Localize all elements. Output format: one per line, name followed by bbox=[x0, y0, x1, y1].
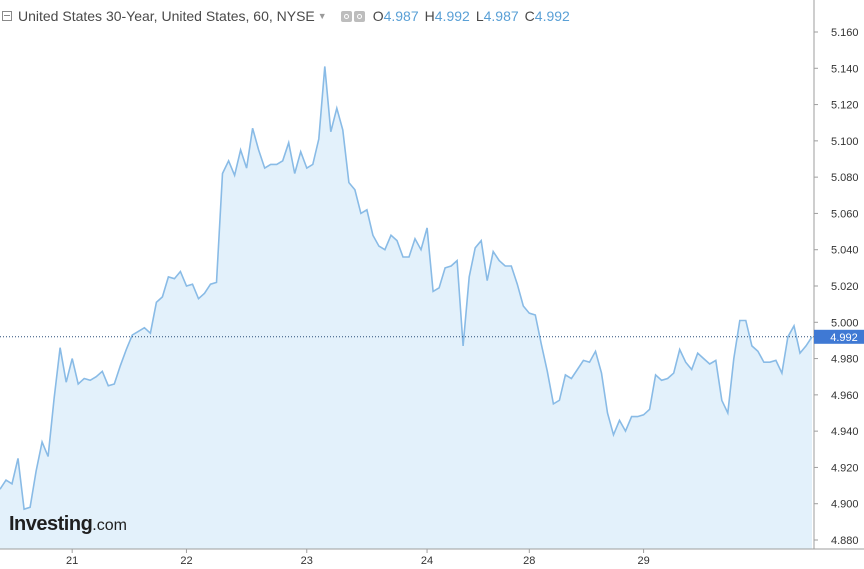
x-tick-label: 23 bbox=[301, 555, 313, 567]
x-axis[interactable]: 21 22 23 24 28 29 bbox=[66, 549, 650, 567]
x-tick-label: 29 bbox=[637, 555, 649, 567]
current-price-tag-label: 4.992 bbox=[830, 332, 858, 344]
axis-frame bbox=[0, 0, 864, 550]
y-tick-label: 5.120 bbox=[831, 100, 859, 112]
y-tick-label: 5.100 bbox=[831, 136, 859, 148]
ohlc-high-label: H bbox=[424, 8, 435, 24]
y-tick-label: 4.960 bbox=[831, 390, 859, 402]
investing-logo: Investing.com bbox=[9, 513, 127, 535]
y-tick-label: 4.940 bbox=[831, 426, 859, 438]
y-tick-label: 5.140 bbox=[831, 63, 859, 75]
y-tick-label: 4.900 bbox=[831, 499, 859, 511]
x-tick-label: 22 bbox=[180, 555, 192, 567]
x-tick-label: 28 bbox=[523, 555, 535, 567]
ohlc-close-value: 4.992 bbox=[534, 8, 570, 24]
collapse-square-icon[interactable] bbox=[2, 11, 12, 21]
settings-icon[interactable] bbox=[353, 10, 365, 22]
y-axis[interactable]: 5.160 5.140 5.120 5.100 5.080 5.060 5.040 5.020… bbox=[814, 27, 859, 547]
chart-title: United States 30-Year, United States, 60… bbox=[18, 8, 315, 24]
price-area-fill bbox=[0, 66, 812, 549]
ohlc-high-value: 4.992 bbox=[434, 8, 470, 24]
ohlc-low-label: L bbox=[475, 8, 484, 24]
x-tick-label: 24 bbox=[421, 555, 433, 567]
y-tick-label: 5.080 bbox=[831, 172, 859, 184]
x-tick-label: 21 bbox=[66, 555, 78, 567]
current-price-tag-bg bbox=[814, 329, 864, 344]
y-tick-label: 5.040 bbox=[831, 245, 859, 257]
y-tick-label: 5.160 bbox=[831, 27, 859, 39]
y-tick-label: 4.880 bbox=[831, 535, 859, 547]
y-tick-label: 5.000 bbox=[831, 317, 859, 329]
ohlc-low-value: 4.987 bbox=[483, 8, 519, 24]
y-tick-label: 5.020 bbox=[831, 281, 859, 293]
y-tick-label: 4.920 bbox=[831, 462, 859, 474]
current-price-tag: 4.992 bbox=[814, 329, 864, 344]
y-tick-label: 5.060 bbox=[831, 208, 859, 220]
caret-down-icon[interactable]: ▼ bbox=[317, 11, 327, 21]
ohlc-close-label: C bbox=[524, 8, 535, 24]
chart-header: United States 30-Year, United States, 60… bbox=[0, 6, 570, 26]
y-tick-label: 4.980 bbox=[831, 354, 859, 366]
visibility-icon[interactable] bbox=[340, 10, 352, 22]
price-line bbox=[0, 66, 813, 511]
ohlc-open-label: O bbox=[372, 8, 384, 24]
ohlc-open-value: 4.987 bbox=[383, 8, 419, 24]
